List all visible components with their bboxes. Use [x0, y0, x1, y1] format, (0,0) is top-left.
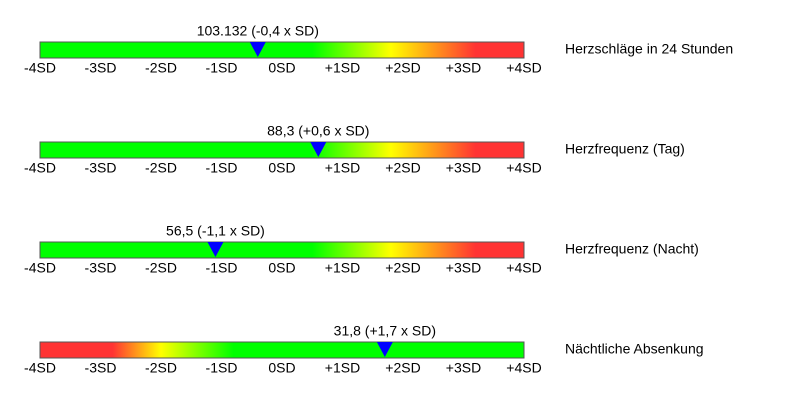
x-tick-label: -2SD — [145, 260, 177, 276]
x-tick-label: -2SD — [145, 160, 177, 176]
value-label: 56,5 (-1,1 x SD) — [166, 223, 265, 239]
x-tick-label: 0SD — [268, 260, 295, 276]
marker — [249, 42, 266, 57]
value-label: 103.132 (-0,4 x SD) — [197, 23, 319, 39]
x-tick-label: +3SD — [446, 360, 481, 376]
x-tick-label: +4SD — [506, 260, 541, 276]
x-tick-label: +1SD — [325, 160, 360, 176]
x-tick-label: -4SD — [24, 60, 56, 76]
value-label: 88,3 (+0,6 x SD) — [267, 123, 369, 139]
gauge-bar — [39, 241, 525, 259]
gauge-label: Herzfrequenz (Nacht) — [565, 241, 699, 257]
marker — [207, 242, 224, 257]
x-tick-label: -3SD — [85, 160, 117, 176]
x-tick-label: +2SD — [385, 260, 420, 276]
x-tick-label: 0SD — [268, 360, 295, 376]
x-tick-label: +3SD — [446, 160, 481, 176]
x-tick-label: -1SD — [206, 260, 238, 276]
x-tick-label: +3SD — [446, 260, 481, 276]
value-label: 31,8 (+1,7 x SD) — [334, 323, 436, 339]
x-tick-label: -4SD — [24, 160, 56, 176]
x-tick-label: -4SD — [24, 360, 56, 376]
gauge-bar — [39, 41, 525, 59]
x-tick-label: -1SD — [206, 360, 238, 376]
gauge-label: Herzfrequenz (Tag) — [565, 141, 685, 157]
x-tick-label: +2SD — [385, 360, 420, 376]
x-tick-label: +4SD — [506, 360, 541, 376]
x-tick-label: +4SD — [506, 60, 541, 76]
x-tick-label: -3SD — [85, 360, 117, 376]
x-tick-label: -1SD — [206, 60, 238, 76]
x-tick-label: -2SD — [145, 360, 177, 376]
x-tick-label: -3SD — [85, 260, 117, 276]
x-tick-label: +1SD — [325, 260, 360, 276]
x-tick-label: -2SD — [145, 60, 177, 76]
x-tick-label: +2SD — [385, 160, 420, 176]
gauge-label: Nächtliche Absenkung — [565, 341, 704, 357]
x-tick-label: +1SD — [325, 360, 360, 376]
x-tick-label: 0SD — [268, 160, 295, 176]
x-tick-label: +1SD — [325, 60, 360, 76]
marker — [310, 142, 327, 157]
x-tick-label: +3SD — [446, 60, 481, 76]
marker — [376, 342, 393, 357]
x-tick-label: 0SD — [268, 60, 295, 76]
x-tick-label: +2SD — [385, 60, 420, 76]
x-tick-label: -4SD — [24, 260, 56, 276]
gauge-bar — [39, 341, 525, 359]
x-tick-label: -3SD — [85, 60, 117, 76]
x-tick-label: -1SD — [206, 160, 238, 176]
gauge-label: Herzschläge in 24 Stunden — [565, 41, 733, 57]
x-tick-label: +4SD — [506, 160, 541, 176]
gauge-bar — [39, 141, 525, 159]
